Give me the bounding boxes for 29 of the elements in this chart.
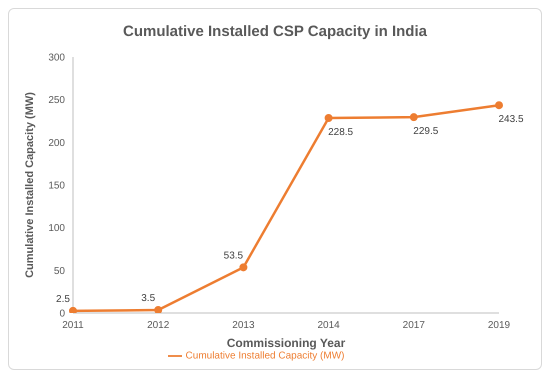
y-tick-label: 150 <box>48 180 66 192</box>
y-axis-title: Cumulative Installed Capacity (MW) <box>24 92 36 278</box>
data-label: 229.5 <box>413 126 439 138</box>
point <box>410 113 418 122</box>
point <box>69 306 77 313</box>
y-tick-label: 200 <box>48 138 66 149</box>
x-axis-title: Commissioning Year <box>226 336 346 350</box>
point <box>154 306 162 313</box>
x-tick-label: 2013 <box>232 320 255 332</box>
x-tick-label: 2017 <box>402 320 426 332</box>
y-tick-label: 300 <box>48 52 66 64</box>
data-label: 2.5 <box>56 294 70 305</box>
legend-label: Cumulative Installed Capacity (MW) <box>186 350 344 362</box>
x-tick-label: 2011 <box>62 320 84 332</box>
x-tick-label: 2014 <box>317 320 340 332</box>
y-tick-label: 0 <box>59 308 66 320</box>
point <box>495 101 503 110</box>
point <box>324 114 333 122</box>
data-label: 53.5 <box>224 250 244 262</box>
chart-title: Cumulative Installed CSP Capacity in India <box>122 22 428 42</box>
data-label: 243.5 <box>498 114 524 126</box>
data-label: 3.5 <box>141 293 156 304</box>
y-tick-label: 250 <box>48 95 66 106</box>
x-tick-label: 2012 <box>147 320 170 332</box>
x-tick-label: 2019 <box>488 320 511 332</box>
point <box>239 263 248 272</box>
y-tick-label: 100 <box>48 223 66 234</box>
data-label: 228.5 <box>328 127 354 138</box>
y-tick-label: 50 <box>54 266 66 277</box>
